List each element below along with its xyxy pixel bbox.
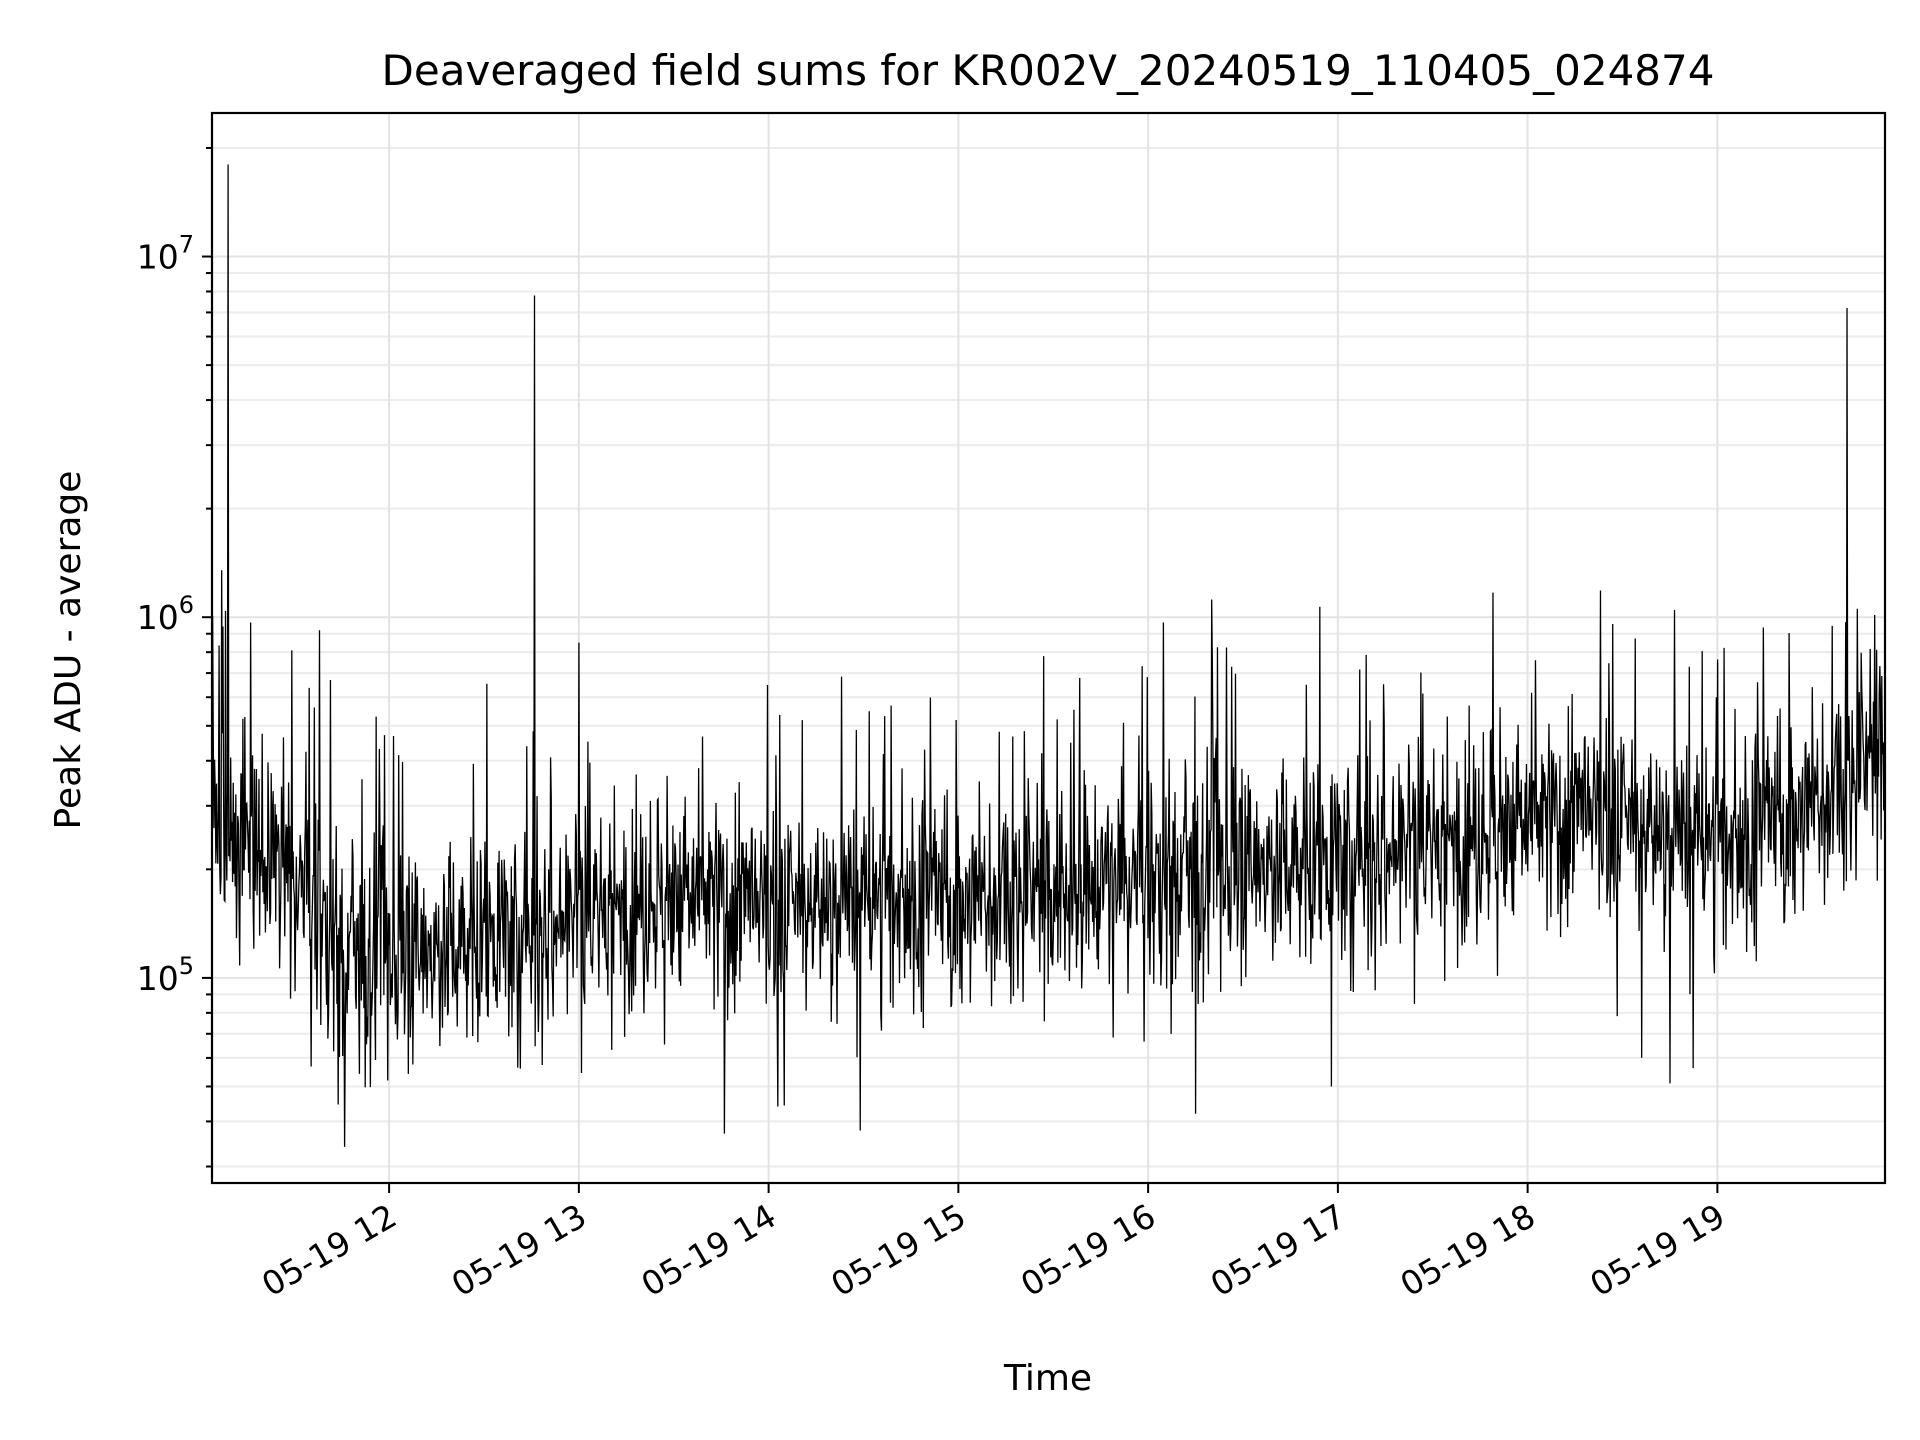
y-tick-label-base: 10 (137, 238, 179, 277)
y-tick-label-base: 10 (137, 959, 179, 998)
y-tick-label-exponent: 7 (179, 231, 194, 259)
series-line (211, 164, 1886, 1147)
y-tick-label-exponent: 5 (179, 952, 194, 980)
plot-frame (210, 111, 1887, 1185)
x-axis-label: Time (1003, 1358, 1092, 1399)
y-tick-label: 105 (137, 952, 194, 998)
y-tick-label: 107 (137, 231, 194, 277)
chart-title: Deaveraged field sums for KR002V_2024051… (382, 46, 1715, 95)
series-group (211, 164, 1886, 1147)
y-axis-label: Peak ADU - average (48, 471, 89, 830)
y-tick-label-base: 10 (137, 598, 179, 637)
y-tick-label: 106 (137, 591, 194, 637)
y-tick-label-exponent: 6 (179, 591, 194, 619)
